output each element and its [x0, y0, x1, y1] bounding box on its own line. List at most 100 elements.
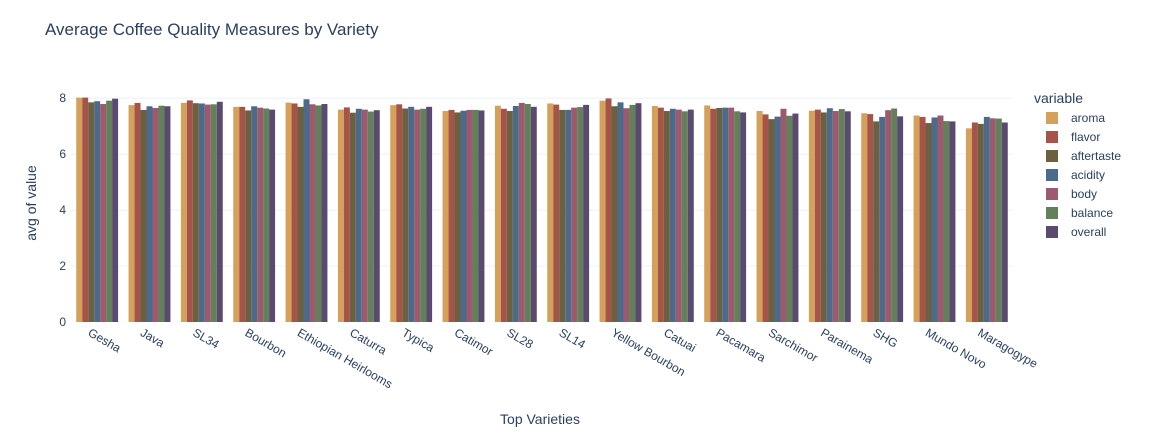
- bar-body: [675, 109, 682, 322]
- bar-overall: [792, 113, 799, 322]
- y-tick-label: 8: [59, 91, 66, 105]
- bar-balance: [472, 109, 479, 322]
- bar-aroma: [756, 111, 763, 322]
- bar-aftertaste: [977, 123, 984, 323]
- bar-body: [832, 111, 839, 322]
- bar-overall: [478, 110, 485, 323]
- chart-title: Average Coffee Quality Measures by Varie…: [45, 20, 379, 39]
- bar-acidity: [565, 109, 572, 322]
- bar-overall: [1001, 122, 1008, 322]
- bar-body: [414, 109, 421, 322]
- x-tick-label: Catuai: [661, 325, 698, 354]
- bar-overall: [164, 106, 171, 322]
- bar-body: [885, 110, 892, 322]
- bar-aftertaste: [297, 106, 304, 323]
- x-tick-label: Java: [138, 325, 167, 350]
- bar-body: [989, 118, 996, 323]
- bar-aroma: [233, 106, 240, 323]
- y-tick-label: 6: [59, 147, 66, 161]
- bar-overall: [269, 109, 276, 322]
- bar-acidity: [774, 116, 781, 322]
- bar-acidity: [198, 103, 205, 322]
- bar-body: [257, 107, 264, 322]
- bars: [76, 97, 1008, 323]
- bar-body: [361, 109, 368, 322]
- bar-overall: [635, 103, 642, 323]
- bar-balance: [210, 104, 217, 322]
- bar-aftertaste: [663, 111, 670, 322]
- bar-flavor: [919, 116, 926, 322]
- bar-aroma: [808, 110, 815, 323]
- bar-aftertaste: [873, 121, 880, 322]
- bar-overall: [687, 109, 694, 322]
- bar-overall: [216, 101, 223, 322]
- bar-aftertaste: [192, 103, 199, 323]
- y-tick-label: 4: [59, 203, 66, 217]
- x-tick-label: Catimor: [452, 325, 495, 358]
- x-tick-label: Parainema: [818, 325, 876, 366]
- bar-acidity: [146, 106, 153, 322]
- bar-body: [100, 104, 107, 322]
- bar-aftertaste: [820, 112, 827, 323]
- bar-flavor: [814, 109, 821, 322]
- bar-acidity: [983, 116, 990, 322]
- bar-acidity: [617, 102, 624, 322]
- x-tick-label: Typica: [400, 325, 437, 355]
- x-tick-label: Sarchimor: [766, 325, 820, 364]
- bar-aroma: [180, 102, 187, 322]
- bar-body: [466, 109, 473, 322]
- gridlines: [71, 97, 1013, 323]
- bar-flavor: [867, 114, 874, 322]
- bar-body: [518, 102, 525, 322]
- bar-flavor: [396, 104, 403, 322]
- legend-label: balance: [1071, 206, 1113, 220]
- bar-balance: [158, 105, 165, 322]
- bar-balance: [577, 107, 584, 323]
- bar-aroma: [390, 105, 397, 323]
- bar-aroma: [651, 105, 658, 322]
- legend-title: variable: [1034, 90, 1083, 106]
- bar-flavor: [657, 107, 664, 322]
- x-tick-label: Gesha: [86, 325, 124, 355]
- y-axis-title: avg of value: [23, 165, 39, 241]
- bar-body: [152, 107, 159, 322]
- bar-aftertaste: [245, 110, 252, 323]
- bar-aroma: [965, 128, 972, 322]
- bar-flavor: [710, 108, 717, 323]
- bar-balance: [838, 109, 845, 322]
- bar-balance: [943, 121, 950, 322]
- bar-body: [728, 107, 735, 322]
- bar-flavor: [343, 107, 350, 322]
- bar-flavor: [971, 122, 978, 322]
- bar-aroma: [337, 109, 344, 322]
- legend-label: acidity: [1071, 168, 1105, 182]
- bar-acidity: [408, 106, 415, 323]
- legend-swatch: [1046, 131, 1058, 143]
- x-tick-label: Bourbon: [243, 325, 289, 360]
- legend-label: body: [1071, 187, 1097, 201]
- bar-aftertaste: [506, 111, 513, 322]
- bar-aroma: [76, 97, 83, 323]
- bar-acidity: [94, 101, 101, 323]
- bar-aroma: [913, 115, 920, 322]
- bar-overall: [321, 104, 328, 322]
- bar-aroma: [861, 113, 868, 322]
- bar-flavor: [553, 104, 560, 322]
- x-tick-label: Ethiopian Heirlooms: [295, 325, 395, 391]
- bar-aroma: [128, 105, 135, 323]
- x-tick-label: SL34: [190, 325, 222, 351]
- x-axis-ticks: Gesha Java SL34 Bourbon Ethiopian Heirlooms C…: [86, 325, 1041, 391]
- bar-acidity: [251, 106, 258, 322]
- y-tick-label: 0: [59, 315, 66, 329]
- y-tick-label: 2: [59, 259, 66, 273]
- bar-flavor: [134, 102, 141, 322]
- bar-overall: [112, 98, 119, 322]
- bar-overall: [530, 106, 537, 323]
- bar-acidity: [669, 108, 676, 323]
- bar-aftertaste: [716, 107, 723, 322]
- bar-aftertaste: [925, 123, 932, 322]
- bar-acidity: [355, 108, 362, 323]
- bar-aroma: [547, 103, 554, 322]
- bar-aftertaste: [140, 109, 147, 322]
